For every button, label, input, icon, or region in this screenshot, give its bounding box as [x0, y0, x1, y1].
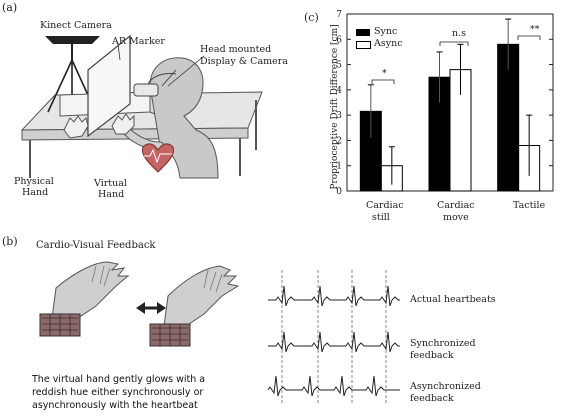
kinect-camera-label: Kinect Camera: [40, 20, 112, 31]
x-tick-label-cardiac-move-2: move: [443, 212, 469, 223]
double-arrow-icon: [136, 302, 166, 314]
panel-b-title: Cardio-Visual Feedback: [36, 240, 156, 251]
y-tick-label: 0: [336, 187, 342, 197]
physical-hand-label-line1: Physical: [14, 176, 54, 187]
y-tick-label: 4: [336, 86, 342, 96]
virtual-hand-label-line1: Virtual: [94, 178, 127, 189]
actual-heartbeat-trace: [268, 285, 400, 307]
asynchronized-label-line1: Asynchronized: [410, 381, 481, 392]
asynchronized-feedback-trace: [267, 375, 400, 397]
y-tick-label: 1: [336, 162, 342, 172]
significance-label-tactile: **: [530, 24, 540, 35]
significance-label-move: n.s: [452, 28, 467, 39]
y-tick-label: 7: [336, 10, 342, 20]
x-tick-label-cardiac-still-2: still: [372, 212, 390, 223]
caption-line-2: reddish hue either synchronously or: [32, 387, 204, 398]
synchronized-feedback-trace: [268, 331, 400, 353]
hmd-icon: [133, 83, 159, 97]
virtual-hand-icon: [111, 113, 135, 135]
partition-board: [87, 34, 131, 138]
physical-hand-label-line2: Hand: [22, 187, 49, 198]
synchronized-label-line2: feedback: [410, 350, 454, 361]
y-tick-label: 3: [336, 111, 342, 121]
y-tick-label: 2: [336, 136, 342, 146]
synchronized-label-line1: Synchronized: [410, 338, 476, 349]
virtual-hand-label-line2: Hand: [98, 189, 125, 200]
panel-a-label: (a): [2, 1, 18, 14]
significance-bracket-2: [517, 35, 541, 40]
legend-label-sync: Sync: [374, 26, 398, 37]
panel-b-label: (b): [2, 235, 18, 248]
asynchronized-label-line2: feedback: [410, 393, 454, 404]
x-tick-label-cardiac-still-1: Cardiac: [366, 200, 404, 211]
physical-hand-icon: [63, 115, 89, 139]
hmd-label-line2: Display & Camera: [200, 56, 288, 67]
x-tick-label-tactile: Tactile: [513, 200, 546, 211]
x-tick-label-cardiac-move-1: Cardiac: [437, 200, 475, 211]
beat-markers: [281, 270, 387, 404]
caption-line-3: asynchronously with the heartbeat: [32, 400, 198, 411]
significance-bracket-1: [439, 41, 469, 46]
ar-marker-label: AR Marker: [112, 36, 165, 47]
virtual-hand-image: [149, 265, 240, 347]
panel-c-label: (c): [304, 11, 319, 24]
kinect-camera-icon: [45, 36, 100, 44]
significance-label-still: *: [382, 68, 387, 79]
legend-swatch-async: [356, 41, 371, 49]
y-tick-label: 5: [336, 61, 342, 71]
legend-label-async: Async: [374, 38, 403, 49]
caption-line-1: The virtual hand gently glows with a: [32, 374, 206, 385]
actual-heartbeats-label: Actual heartbeats: [410, 294, 496, 305]
significance-bracket-0: [371, 79, 395, 84]
legend-swatch-sync: [356, 29, 370, 36]
y-tick-label: 6: [336, 35, 342, 45]
physical-hand-image: [39, 261, 130, 337]
hmd-label-line1: Head mounted: [200, 44, 272, 55]
